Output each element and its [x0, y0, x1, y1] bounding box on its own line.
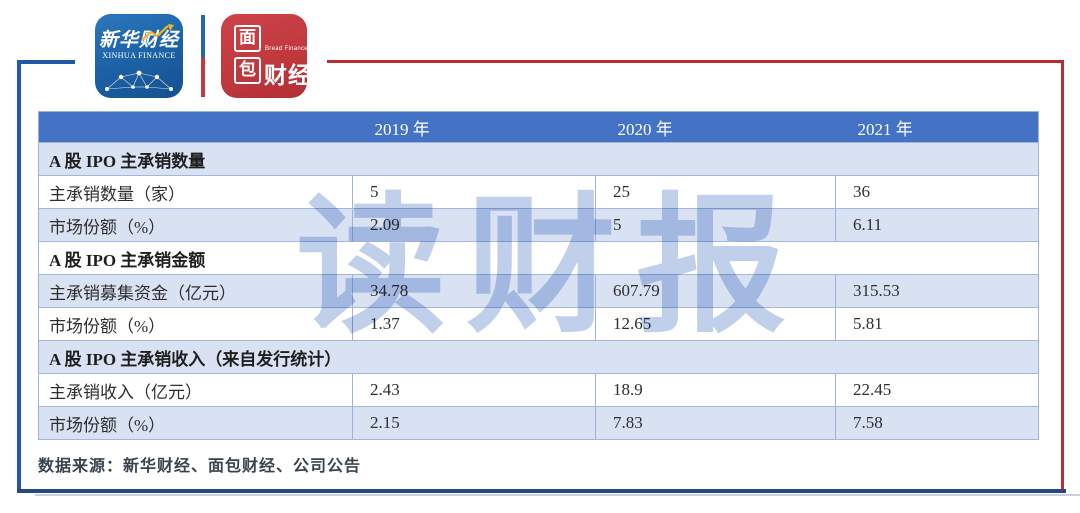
xinhua-logo-en-text: XINHUA FINANCE	[102, 51, 176, 60]
value-2021: 5.81	[835, 307, 1039, 341]
bread-logo-char-bao: 包	[234, 57, 261, 84]
header-cell-2019: 2019 年	[352, 111, 596, 143]
header-cell-blank	[38, 111, 353, 143]
data-source-note: 数据来源：新华财经、面包财经、公司公告	[38, 458, 362, 475]
header-cell-2021: 2021 年	[835, 111, 1039, 143]
gold-arrow-icon	[141, 24, 174, 41]
value-2019: 2.09	[352, 208, 596, 242]
value-2020: 7.83	[595, 406, 836, 440]
bread-logo-caijing-text: 财经	[264, 62, 307, 88]
value-2019: 5	[352, 175, 596, 209]
section-row-ipo-income: A 股 IPO 主承销收入（来自发行统计）	[38, 340, 1039, 374]
section-label: A 股 IPO 主承销收入（来自发行统计）	[38, 340, 1039, 374]
row-label: 市场份额（%）	[38, 208, 353, 242]
value-2021: 36	[835, 175, 1039, 209]
value-2019: 1.37	[352, 307, 596, 341]
table-row: 主承销数量（家） 5 25 36	[38, 175, 1039, 209]
xinhua-finance-logo: 新华财经 XINHUA FINANCE	[95, 14, 183, 98]
table-row: 市场份额（%） 2.15 7.83 7.58	[38, 406, 1039, 440]
frame-corner-left-blue	[17, 60, 75, 489]
row-label: 市场份额（%）	[38, 406, 353, 440]
value-2019: 2.15	[352, 406, 596, 440]
frame-bottom-shadow	[35, 494, 1080, 496]
value-2020: 25	[595, 175, 836, 209]
row-label: 主承销募集资金（亿元）	[38, 274, 353, 308]
value-2021: 7.58	[835, 406, 1039, 440]
bread-finance-logo: 面 包 Bread Finance 财经	[221, 14, 307, 98]
value-2020: 18.9	[595, 373, 836, 407]
section-row-ipo-count: A 股 IPO 主承销数量	[38, 142, 1039, 176]
table-row: 市场份额（%） 2.09 5 6.11	[38, 208, 1039, 242]
section-row-ipo-amount: A 股 IPO 主承销金额	[38, 241, 1039, 275]
value-2021: 315.53	[835, 274, 1039, 308]
value-2021: 6.11	[835, 208, 1039, 242]
section-label: A 股 IPO 主承销金额	[38, 241, 1039, 275]
bread-logo-en-text: Bread Finance	[265, 46, 307, 52]
section-label: A 股 IPO 主承销数量	[38, 142, 1039, 176]
row-label: 市场份额（%）	[38, 307, 353, 341]
header-cell-2020: 2020 年	[595, 111, 836, 143]
logo-divider-bar	[201, 15, 205, 97]
value-2020: 607.79	[595, 274, 836, 308]
table-header-row: 2019 年 2020 年 2021 年	[38, 111, 1039, 143]
frame-bottom-navy-line	[17, 489, 1066, 493]
row-label: 主承销数量（家）	[38, 175, 353, 209]
table-row: 市场份额（%） 1.37 12.65 5.81	[38, 307, 1039, 341]
frame-corner-right-red	[327, 60, 1064, 489]
table-row: 主承销募集资金（亿元） 34.78 607.79 315.53	[38, 274, 1039, 308]
bread-logo-char-mian: 面	[234, 25, 261, 52]
value-2020: 5	[595, 208, 836, 242]
value-2020: 12.65	[595, 307, 836, 341]
value-2021: 22.45	[835, 373, 1039, 407]
table-row: 主承销收入（亿元） 2.43 18.9 22.45	[38, 373, 1039, 407]
row-label: 主承销收入（亿元）	[38, 373, 353, 407]
underwriting-data-table: 2019 年 2020 年 2021 年 A 股 IPO 主承销数量 主承销数量…	[38, 111, 1039, 440]
value-2019: 34.78	[352, 274, 596, 308]
network-constellation-icon	[105, 70, 173, 91]
value-2019: 2.43	[352, 373, 596, 407]
